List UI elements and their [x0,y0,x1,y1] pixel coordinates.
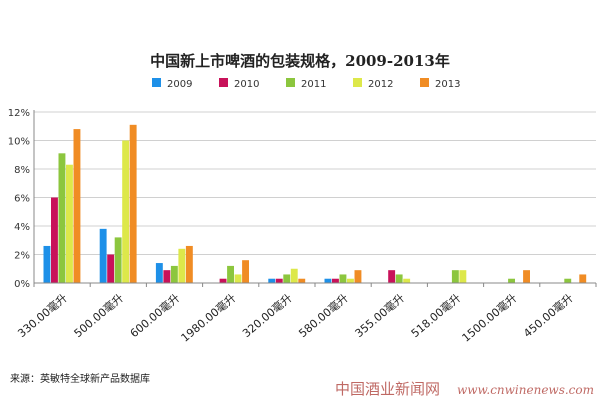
legend-label: 2009 [167,79,192,90]
bar [339,274,347,283]
bar [459,270,467,283]
bar [178,248,186,283]
x-tick-label: 330.00毫升 [15,291,70,341]
legend-label: 2013 [435,79,460,90]
bar [354,270,362,283]
legend: 2009 2010 2011 2012 2013 [152,78,460,90]
bar [523,270,530,283]
bar [275,278,283,283]
bar [163,270,171,283]
bar [170,265,178,283]
bar [579,274,587,283]
bar [290,268,298,283]
y-tick-label: 12% [8,108,30,119]
legend-label: 2011 [301,79,326,90]
y-tick-label: 10% [8,137,30,148]
x-tick-label: 580.00毫升 [296,291,351,341]
legend-label: 2010 [234,79,259,90]
bar [129,124,137,283]
x-tick-label: 450.00毫升 [520,291,575,341]
y-tick-label: 2% [14,251,30,262]
bar [58,153,66,283]
bar [564,278,572,283]
source-note: 来源：英敏特全球新产品数据库 [10,372,150,385]
bar [388,270,396,283]
x-tick-label: 1500.00毫升 [459,291,520,345]
legend-swatch [219,78,228,87]
bar [347,278,354,283]
grid: 0% 2% 4% 6% 8% 10% 12% [8,108,596,290]
bar [43,245,51,283]
legend-swatch [353,78,362,87]
bar [234,274,242,283]
bar [298,278,306,283]
axes [33,110,597,287]
bar [242,260,249,283]
x-tick-label: 320.00毫升 [239,291,294,341]
x-tick-label: 355.00毫升 [352,291,407,341]
watermark-url: www.cnwinenews.com [457,383,594,397]
y-tick-label: 0% [14,279,30,290]
bar [155,263,163,283]
legend-swatch [152,78,161,87]
chart-title: 中国新上市啤酒的包装规格，2009-2013年 [150,52,450,70]
bar [403,278,411,283]
legend-swatch [420,78,429,87]
bar [324,278,332,283]
x-tick-label: 500.00毫升 [71,291,126,341]
bar [66,164,73,283]
bar [332,278,339,283]
x-tick-label: 518.00毫升 [408,291,463,341]
bar [51,197,58,283]
legend-label: 2012 [368,79,393,90]
watermark-text: 中国酒业新闻网 [335,380,440,398]
bar [73,129,81,283]
y-tick-label: 8% [14,165,30,176]
y-tick-label: 6% [14,194,30,205]
bar [395,274,403,283]
bar [227,265,234,283]
bar [107,254,115,283]
bar [219,278,227,283]
bar [185,245,193,283]
bars [43,124,587,283]
bar [122,140,130,283]
legend-swatch [286,78,295,87]
y-tick-label: 4% [14,222,30,233]
x-tick-label: 1980.00毫升 [178,291,239,345]
bar [451,270,459,283]
bar [99,228,107,283]
bar [508,278,515,283]
x-tick-label: 600.00毫升 [127,291,182,341]
bar [268,278,276,283]
bar [114,237,122,283]
bar [283,274,291,283]
